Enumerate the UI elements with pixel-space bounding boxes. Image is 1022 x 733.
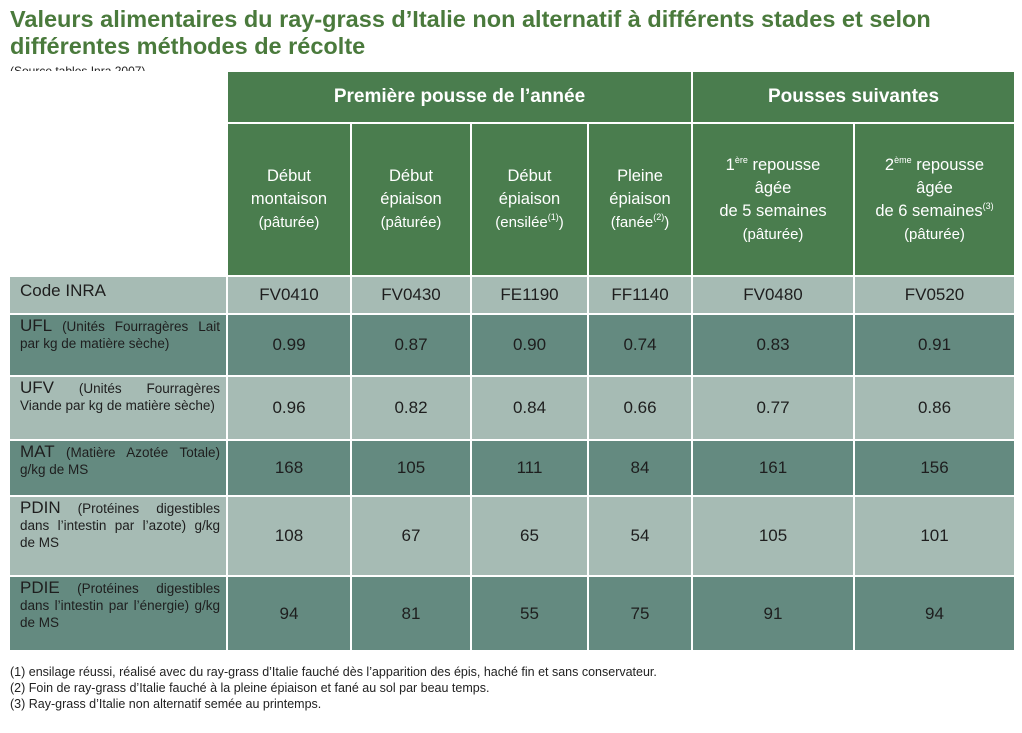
- col-line: (fanée: [610, 214, 654, 231]
- footnote-3: (3) Ray-grass d’Italie non alternatif se…: [10, 697, 322, 711]
- footnote-ref: (3): [982, 200, 994, 211]
- col-line: Début: [266, 167, 312, 185]
- col-line: de 6 semaines: [875, 201, 983, 220]
- group-first-growth: Première pousse de l’année: [226, 70, 693, 124]
- col-line: épiaison: [380, 190, 442, 208]
- table-cell: FF1140: [587, 275, 693, 315]
- table-cell: 111: [470, 439, 589, 497]
- col-line: (pâturée): [258, 214, 320, 231]
- footnotes: (1) ensilage réussi, réalisé avec du ray…: [10, 664, 670, 712]
- col-header-debut-montaison: Début montaison (pâturée): [226, 122, 352, 277]
- table-cell: 0.86: [853, 375, 1016, 441]
- table-cell: 168: [226, 439, 352, 497]
- ordinal-suffix: ème: [894, 154, 912, 165]
- table-cell: 0.84: [470, 375, 589, 441]
- col-line: Pleine: [617, 167, 663, 185]
- stage-header-row: Début montaison (pâturée) Début épiaison…: [9, 122, 1016, 277]
- row-mat: MAT (Matière Azotée Totale) g/kg de MS 1…: [8, 439, 1016, 497]
- table-cell: 54: [587, 495, 693, 577]
- table-cell: 105: [691, 495, 855, 577]
- col-line: Début: [388, 167, 434, 185]
- table-cell: 81: [350, 575, 472, 652]
- row-label: UFL (Unités Fourragères Lait par kg de m…: [8, 313, 228, 377]
- table-cell: 0.82: [350, 375, 472, 441]
- col-line-end: ): [664, 214, 670, 231]
- table-cell: FV0520: [853, 275, 1016, 315]
- col-line: âgée: [916, 178, 953, 197]
- table-cell: 161: [691, 439, 855, 497]
- ordinal-suffix: ère: [734, 154, 748, 165]
- col-line: (pâturée): [380, 214, 442, 231]
- row-label: PDIN (Protéines digestibles dans l’intes…: [8, 495, 228, 577]
- corner-cell: [9, 71, 227, 123]
- table-cell: 156: [853, 439, 1016, 497]
- col-line: épiaison: [609, 190, 671, 208]
- table-cell: 67: [350, 495, 472, 577]
- col-header-1ere-repousse: 1ère repousse âgée de 5 semaines (pâturé…: [691, 122, 855, 277]
- row-label: UFV (Unités Fourragères Viande par kg de…: [8, 375, 228, 441]
- col-line: Début: [507, 167, 552, 185]
- col-line: (pâturée): [904, 225, 965, 243]
- table-cell: 94: [853, 575, 1016, 652]
- col-line: (ensilée: [495, 214, 548, 231]
- table-cell: 0.74: [587, 313, 693, 377]
- row-pdin: PDIN (Protéines digestibles dans l’intes…: [8, 495, 1016, 577]
- table-cell: 94: [226, 575, 352, 652]
- table-cell: 84: [587, 439, 693, 497]
- footnote-1: (1) ensilage réussi, réalisé avec du ray…: [10, 665, 657, 679]
- row-ufl: UFL (Unités Fourragères Lait par kg de m…: [8, 313, 1016, 377]
- col-num: 1: [725, 155, 735, 174]
- nutrition-table: Première pousse de l’année Pousses suiva…: [8, 70, 1016, 652]
- table-cell: 0.91: [853, 313, 1016, 377]
- table-cell: FV0480: [691, 275, 855, 315]
- page-title: Valeurs alimentaires du ray-grass d’Ital…: [10, 6, 931, 59]
- col-header-debut-epiaison-paturee: Début épiaison (pâturée): [350, 122, 472, 277]
- col-num: 2: [884, 155, 895, 174]
- group-header-row: Première pousse de l’année Pousses suiva…: [9, 70, 1016, 124]
- row-label: MAT (Matière Azotée Totale) g/kg de MS: [8, 439, 228, 497]
- col-header-pleine-epiaison: Pleine épiaison (fanée(2)): [587, 122, 693, 277]
- table-cell: 0.99: [226, 313, 352, 377]
- table-cell: 0.83: [691, 313, 855, 377]
- footnote-ref: (1): [547, 212, 559, 222]
- table-cell: 55: [470, 575, 589, 652]
- group-regrowths: Pousses suivantes: [691, 70, 1016, 124]
- table-cell: FE1190: [470, 275, 589, 315]
- table-cell: 75: [587, 575, 693, 652]
- table-cell: 108: [226, 495, 352, 577]
- table-cell: 91: [691, 575, 855, 652]
- row-code-inra: Code INRA FV0410 FV0430 FE1190 FF1140 FV…: [8, 275, 1016, 315]
- col-header-debut-epiaison-ensilee: Début épiaison (ensilée(1)): [470, 122, 589, 277]
- col-line: (pâturée): [742, 225, 804, 243]
- col-line: épiaison: [498, 190, 561, 208]
- col-line: montaison: [250, 190, 328, 208]
- table-cell: 0.96: [226, 375, 352, 441]
- table-cell: FV0410: [226, 275, 352, 315]
- table-cell: 0.87: [350, 313, 472, 377]
- footnote-ref: (2): [653, 212, 665, 222]
- table-cell: 105: [350, 439, 472, 497]
- table-cell: FV0430: [350, 275, 472, 315]
- footnote-2: (2) Foin de ray-grass d’Italie fauché à …: [10, 681, 490, 695]
- col-line-end: ): [558, 214, 564, 231]
- col-line: repousse: [911, 155, 985, 174]
- row-ufv: UFV (Unités Fourragères Viande par kg de…: [8, 375, 1016, 441]
- table-cell: 101: [853, 495, 1016, 577]
- row-pdie: PDIE (Protéines digestibles dans l’intes…: [8, 575, 1016, 652]
- table-cell: 65: [470, 495, 589, 577]
- col-header-2eme-repousse: 2ème repousse âgée de 6 semaines(3) (pât…: [853, 122, 1016, 277]
- table-cell: 0.66: [587, 375, 693, 441]
- col-line: de 5 semaines: [719, 201, 827, 220]
- row-label: Code INRA: [8, 275, 228, 315]
- row-label: PDIE (Protéines digestibles dans l’intes…: [8, 575, 228, 652]
- table-cell: 0.90: [470, 313, 589, 377]
- corner-cell: [9, 123, 227, 276]
- col-line: repousse: [747, 155, 821, 174]
- col-line: âgée: [754, 178, 792, 197]
- table-cell: 0.77: [691, 375, 855, 441]
